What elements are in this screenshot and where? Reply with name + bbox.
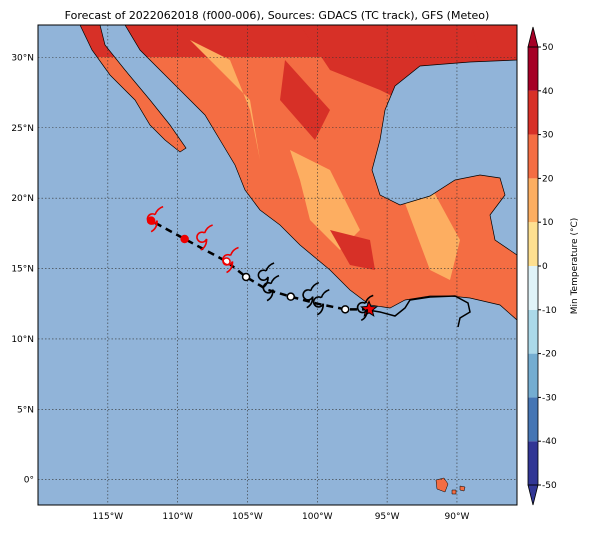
map-title: Forecast of 2022062018 (f000-006), Sourc…	[65, 9, 490, 22]
colorbar-tick-label: -10	[542, 306, 557, 316]
lat-label: 20°N	[11, 194, 34, 204]
colorbar-band	[528, 397, 538, 442]
track-point	[340, 305, 350, 314]
storm-symbol	[356, 294, 374, 322]
lon-label: 110°W	[162, 512, 193, 522]
colorbar-tick-label: 50	[542, 43, 554, 53]
lat-label: 30°N	[11, 53, 34, 63]
colorbar-band	[528, 90, 538, 135]
lat-label: 10°N	[11, 335, 34, 345]
lat-label: 25°N	[11, 124, 34, 134]
colorbar-band	[528, 309, 538, 354]
colorbar-band	[528, 441, 538, 485]
colorbar-band	[528, 353, 538, 398]
storm-symbol	[196, 224, 213, 251]
track-point	[180, 234, 189, 244]
storm-symbol	[302, 281, 320, 309]
lon-label: 115°W	[93, 512, 124, 522]
track-point	[241, 272, 251, 282]
map-frame	[37, 24, 518, 506]
colorbar-tick-label: -20	[542, 350, 557, 360]
colorbar-tick-label: -40	[542, 437, 557, 447]
colorbar-tick-label: -50	[542, 481, 557, 491]
colorbar-tick-label: 20	[542, 174, 554, 184]
lon-label: 105°W	[232, 512, 263, 522]
storm-symbol	[257, 262, 275, 289]
forecast-track	[150, 219, 369, 311]
colorbar-band	[528, 266, 538, 310]
colorbar-label: Min Temperature (°C)	[570, 218, 580, 315]
colorbar-top-arrow	[527, 26, 539, 48]
colorbar-band	[528, 134, 538, 179]
lat-label: 15°N	[11, 265, 34, 275]
lat-label: 0°	[24, 476, 34, 486]
colorbar-bottom-arrow	[527, 484, 539, 506]
past-track	[367, 295, 471, 328]
storm-symbol	[262, 274, 280, 302]
track-point	[286, 292, 296, 301]
colorbar-band	[528, 47, 538, 91]
colorbar-band	[528, 222, 538, 266]
colorbar-tick-label: 40	[542, 87, 554, 97]
colorbar-tick-label: 30	[542, 131, 554, 141]
galapagos	[435, 477, 466, 495]
colorbar-band	[528, 178, 538, 223]
storm-symbol	[222, 246, 239, 274]
lon-label: 95°W	[375, 512, 400, 522]
lon-label: 100°W	[302, 512, 333, 522]
colorbar-tick-label: 0	[542, 262, 548, 272]
storm-symbol	[312, 288, 330, 316]
lon-label: 90°W	[445, 512, 470, 522]
colorbar-tick-label: -30	[542, 393, 557, 403]
lat-label: 5°N	[17, 405, 34, 415]
storm-symbol	[146, 205, 164, 233]
colorbar-tick-label: 10	[542, 218, 554, 228]
